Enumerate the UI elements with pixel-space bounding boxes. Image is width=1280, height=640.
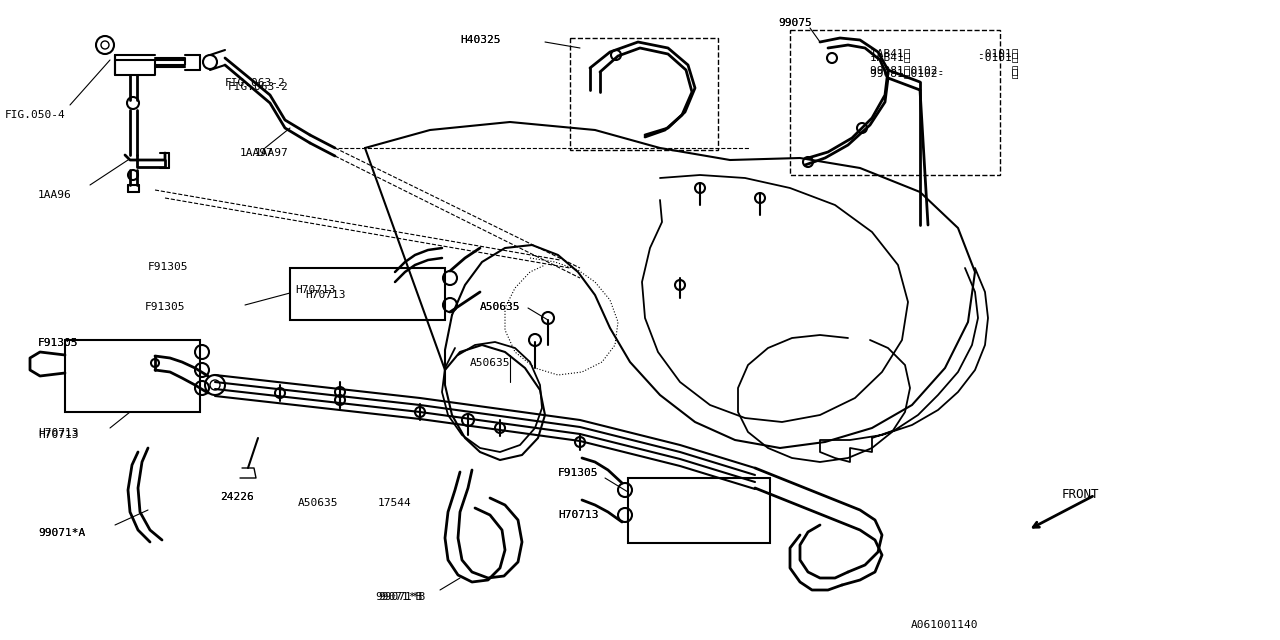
Text: 24226: 24226: [220, 492, 253, 502]
Text: H40325: H40325: [460, 35, 500, 45]
Text: A50635: A50635: [298, 498, 338, 508]
Text: H70713: H70713: [558, 510, 599, 520]
Text: FIG.050-4: FIG.050-4: [5, 110, 65, 120]
Text: FIG.063-2: FIG.063-2: [228, 82, 289, 92]
Text: H70713: H70713: [38, 428, 78, 438]
Text: H40325: H40325: [460, 35, 500, 45]
Bar: [570, 38, 718, 150]
Text: 17544: 17544: [378, 498, 412, 508]
Text: 99081〈0102-          〉: 99081〈0102- 〉: [870, 65, 1019, 75]
Text: 24226: 24226: [220, 492, 253, 502]
Bar: [790, 30, 1000, 175]
Text: H70713: H70713: [305, 290, 346, 300]
Text: F91305: F91305: [558, 468, 599, 478]
Text: A50635: A50635: [470, 358, 511, 368]
Text: F91305: F91305: [145, 302, 186, 312]
Text: 99081〈0102-          〉: 99081〈0102- 〉: [870, 68, 1019, 78]
Text: A50635: A50635: [480, 302, 521, 312]
Text: A50635: A50635: [480, 302, 521, 312]
Text: FRONT: FRONT: [1062, 488, 1100, 501]
Text: F91305: F91305: [38, 338, 78, 348]
Text: 99071*A: 99071*A: [38, 528, 86, 538]
Text: 99071*A: 99071*A: [38, 528, 86, 538]
Text: A061001140: A061001140: [910, 620, 978, 630]
Text: 99071*B: 99071*B: [375, 592, 422, 602]
Text: FIG.063-2: FIG.063-2: [225, 78, 285, 88]
Text: 99071*B: 99071*B: [378, 592, 425, 602]
Text: 1AA97: 1AA97: [241, 148, 274, 158]
Text: 99075: 99075: [778, 18, 812, 28]
Bar: [291, 268, 445, 320]
Text: 1AA96: 1AA96: [38, 190, 72, 200]
Text: H70713: H70713: [558, 510, 599, 520]
Text: H70713: H70713: [294, 285, 335, 295]
Text: 1AB41〈          -0101〉: 1AB41〈 -0101〉: [870, 52, 1019, 62]
Text: 1AB41〈          -0101〉: 1AB41〈 -0101〉: [870, 48, 1019, 58]
Text: F91305: F91305: [558, 468, 599, 478]
Text: F91305: F91305: [38, 338, 78, 348]
Text: H70713: H70713: [38, 430, 78, 440]
Bar: [65, 340, 200, 412]
Text: 1AA97: 1AA97: [255, 148, 289, 158]
Text: F91305: F91305: [148, 262, 188, 272]
Text: 99075: 99075: [778, 18, 812, 28]
Bar: [628, 478, 771, 543]
